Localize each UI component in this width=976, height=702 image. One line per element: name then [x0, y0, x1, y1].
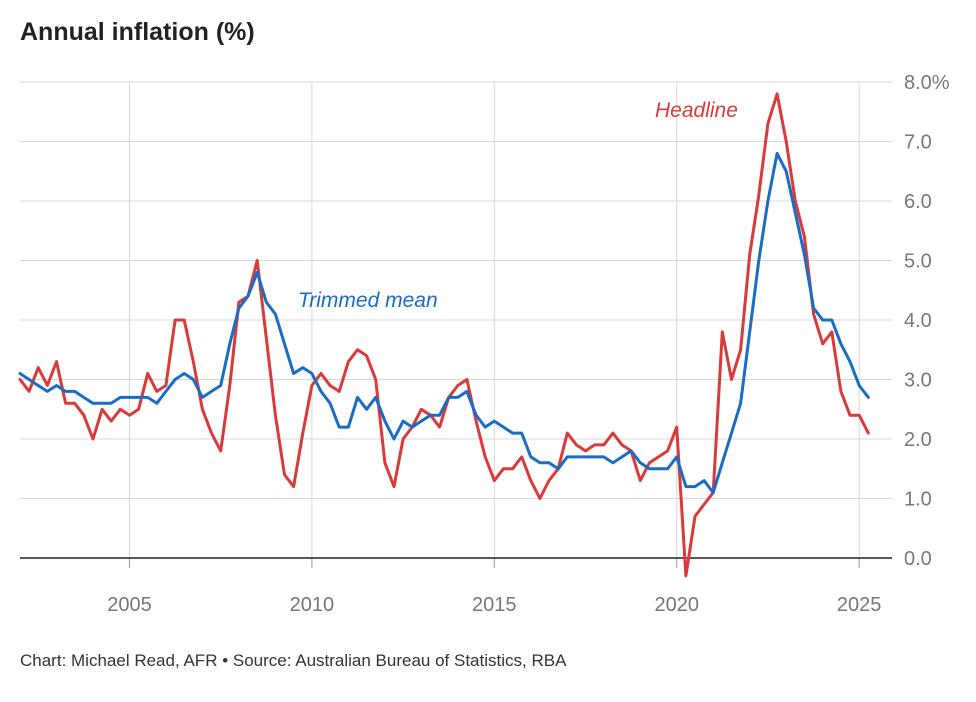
headline-series-label: Headline — [655, 99, 738, 122]
chart-area: 0.0 1.0 2.0 3.0 4.0 5.0 6.0 7.0 8.0% 2005 2010 2015… — [18, 72, 950, 616]
trimmed-mean-series-line — [18, 151, 870, 495]
x-tick-label: 2015 — [472, 594, 517, 616]
y-tick-label: 1.0 — [904, 489, 932, 511]
y-tick-label: 5.0 — [904, 251, 932, 273]
grid-lines — [20, 81, 892, 568]
y-tick-label: 8.0% — [904, 72, 950, 94]
chart-title: Annual inflation (%) — [20, 18, 255, 46]
y-tick-label: 4.0 — [904, 310, 932, 332]
y-tick-label: 0.0 — [904, 548, 932, 570]
headline-series-line — [18, 92, 870, 578]
axis-labels: 0.0 1.0 2.0 3.0 4.0 5.0 6.0 7.0 8.0% 2005 2010 2015… — [107, 72, 950, 616]
y-tick-label: 7.0 — [904, 132, 932, 154]
x-tick-label: 2010 — [290, 594, 335, 616]
chart-footer: Chart: Michael Read, AFR • Source: Austr… — [20, 651, 567, 670]
y-tick-label: 3.0 — [904, 370, 932, 392]
x-tick-label: 2020 — [654, 594, 699, 616]
y-tick-label: 2.0 — [904, 429, 932, 451]
x-tick-label: 2025 — [837, 594, 882, 616]
y-tick-label: 6.0 — [904, 191, 932, 213]
trimmed-mean-series-label: Trimmed mean — [298, 289, 438, 312]
x-tick-label: 2005 — [107, 594, 152, 616]
series-lines — [18, 92, 870, 578]
